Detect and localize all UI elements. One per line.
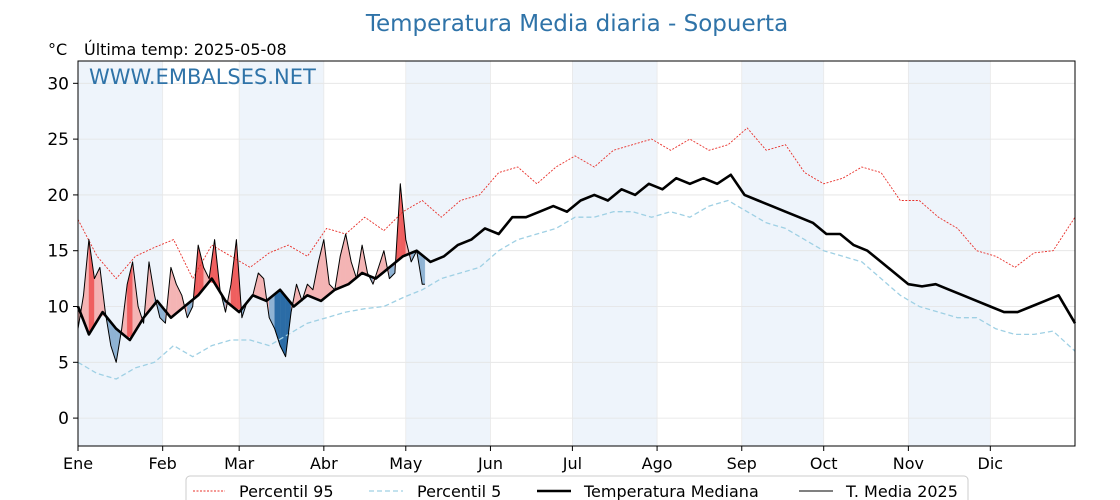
x-tick-label-abr: Abr — [310, 454, 338, 473]
y-tick-label-15: 15 — [47, 242, 69, 262]
x-tick-label-mar: Mar — [224, 454, 255, 473]
watermark: WWW.EMBALSES.NET — [89, 65, 316, 89]
month-band-jul — [572, 61, 658, 446]
x-tick-label-oct: Oct — [810, 454, 838, 473]
x-tick-label-ene: Ene — [63, 454, 93, 473]
y-tick-label-20: 20 — [47, 186, 69, 206]
series-line-current — [77, 183, 425, 363]
legend-label-current: T. Media 2025 — [845, 482, 958, 500]
unit-label: °C — [48, 40, 67, 59]
last-temp-label: Última temp: 2025-05-08 — [84, 40, 287, 59]
x-tick-label-ago: Ago — [642, 454, 673, 473]
deviation-fill — [340, 233, 346, 288]
y-tick-label-5: 5 — [58, 353, 69, 373]
y-axis: 0 5 10 15 20 25 30 — [47, 74, 78, 429]
month-band-ene — [78, 61, 163, 446]
x-tick-label-nov: Nov — [893, 454, 924, 473]
x-tick-label-jun: Jun — [477, 454, 503, 473]
y-tick-label-25: 25 — [47, 130, 69, 150]
x-tick-label-sep: Sep — [727, 454, 757, 473]
y-tick-label-0: 0 — [58, 409, 69, 429]
month-band-sep — [741, 61, 824, 446]
x-tick-label-dic: Dic — [978, 454, 1004, 473]
series-lines — [76, 127, 1077, 380]
deviation-fill — [422, 254, 426, 285]
x-tick-label-feb: Feb — [149, 454, 177, 473]
legend-label-median: Temperatura Mediana — [583, 482, 759, 500]
legend-frame — [185, 475, 969, 500]
y-tick-label-10: 10 — [47, 298, 69, 318]
series-line-p95 — [77, 127, 1076, 280]
x-tick-label-may: May — [389, 454, 422, 473]
legend: Percentil 95 Percentil 5 Temperatura Med… — [185, 475, 969, 500]
legend-label-p5: Percentil 5 — [417, 482, 501, 500]
plot-frame — [77, 60, 1076, 447]
y-tick-label-30: 30 — [47, 74, 69, 94]
month-band-nov — [908, 61, 991, 446]
series-line-p5 — [77, 199, 1076, 380]
chart-title: Temperatura Media diaria - Sopuerta — [365, 11, 788, 37]
x-axis: Ene Feb Mar Abr May Jun Jul Ago Sep Oct Nov Dic — [63, 446, 1003, 473]
month-bands — [78, 61, 991, 446]
legend-label-p95: Percentil 95 — [239, 482, 334, 500]
x-tick-label-jul: Jul — [562, 454, 582, 473]
month-band-mar — [239, 61, 324, 446]
